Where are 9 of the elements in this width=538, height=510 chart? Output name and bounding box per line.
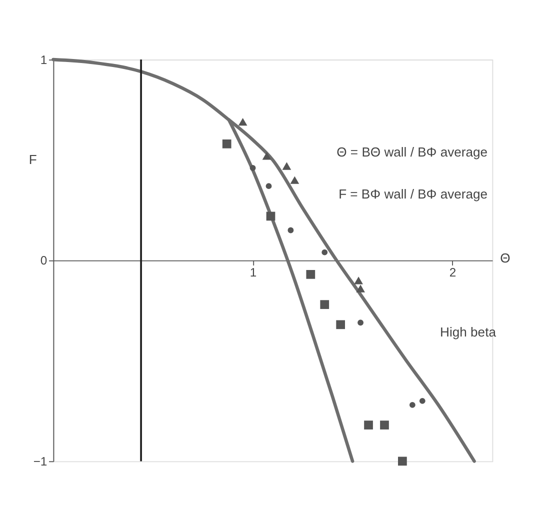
y-tick-label: −1 (33, 454, 48, 468)
annotation: F = BΦ wall / BΦ average (338, 186, 488, 202)
x-tick-label: 2 (449, 266, 456, 280)
annotation: Θ = BΘ wall / BΦ average (336, 144, 488, 160)
y-tick-label: 0 (40, 254, 48, 268)
x-axis-title: Θ (500, 250, 510, 266)
y-tick-label: 1 (40, 52, 48, 67)
y-axis-title: F (28, 152, 37, 168)
annotation: High beta (440, 324, 497, 340)
